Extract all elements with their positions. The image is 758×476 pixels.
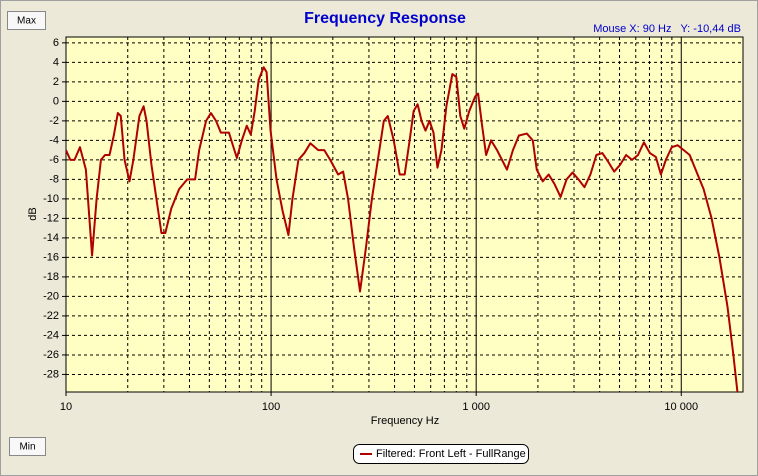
y-tick-label: -18 xyxy=(43,271,59,283)
response-curve xyxy=(66,66,739,392)
marks xyxy=(66,66,739,392)
min-button-label[interactable]: Min xyxy=(19,442,35,453)
y-tick-label: -8 xyxy=(49,173,59,185)
y-tick-label: -12 xyxy=(43,212,59,224)
legend: Filtered: Front Left - FullRange xyxy=(353,444,529,464)
y-tick-label: -6 xyxy=(49,154,59,166)
y-tick-label: -16 xyxy=(43,251,59,263)
x-axis-label: Frequency Hz xyxy=(371,415,439,427)
y-tick-label: -4 xyxy=(49,134,59,146)
mouse-readout: Mouse X: 90 Hz Y: -10,44 dB xyxy=(593,23,741,35)
y-tick-label: 0 xyxy=(53,95,59,107)
max-button-label[interactable]: Max xyxy=(17,16,36,27)
grid: -28-26-24-22-20-18-16-14-12-10-8-6-4-202… xyxy=(43,37,743,413)
y-tick-label: 6 xyxy=(53,37,59,49)
y-tick-label: 4 xyxy=(53,56,59,68)
y-tick-label: -10 xyxy=(43,193,59,205)
legend-label: Filtered: Front Left - FullRange xyxy=(376,448,526,460)
max-button-box[interactable] xyxy=(7,11,46,30)
x-tick-label: 100 xyxy=(262,401,280,413)
y-tick-label: -20 xyxy=(43,290,59,302)
y-tick-label: -14 xyxy=(43,232,59,244)
x-tick-label: 1 000 xyxy=(462,401,490,413)
y-axis-label: dB xyxy=(27,207,39,220)
y-tick-label: -22 xyxy=(43,310,59,322)
plot-area xyxy=(65,36,744,393)
y-tick-label: -2 xyxy=(49,115,59,127)
y-tick-label: -26 xyxy=(43,349,59,361)
y-tick-label: -28 xyxy=(43,368,59,380)
y-tick-label: -24 xyxy=(43,329,59,341)
min-button-box[interactable] xyxy=(9,437,46,456)
min-button[interactable]: Min xyxy=(9,437,46,456)
chart-title: Frequency Response xyxy=(304,10,466,27)
max-button[interactable]: Max xyxy=(7,11,46,30)
legend-box xyxy=(353,444,529,464)
x-tick-label: 10 xyxy=(60,401,72,413)
y-tick-label: 2 xyxy=(53,76,59,88)
x-tick-label: 10 000 xyxy=(664,401,698,413)
